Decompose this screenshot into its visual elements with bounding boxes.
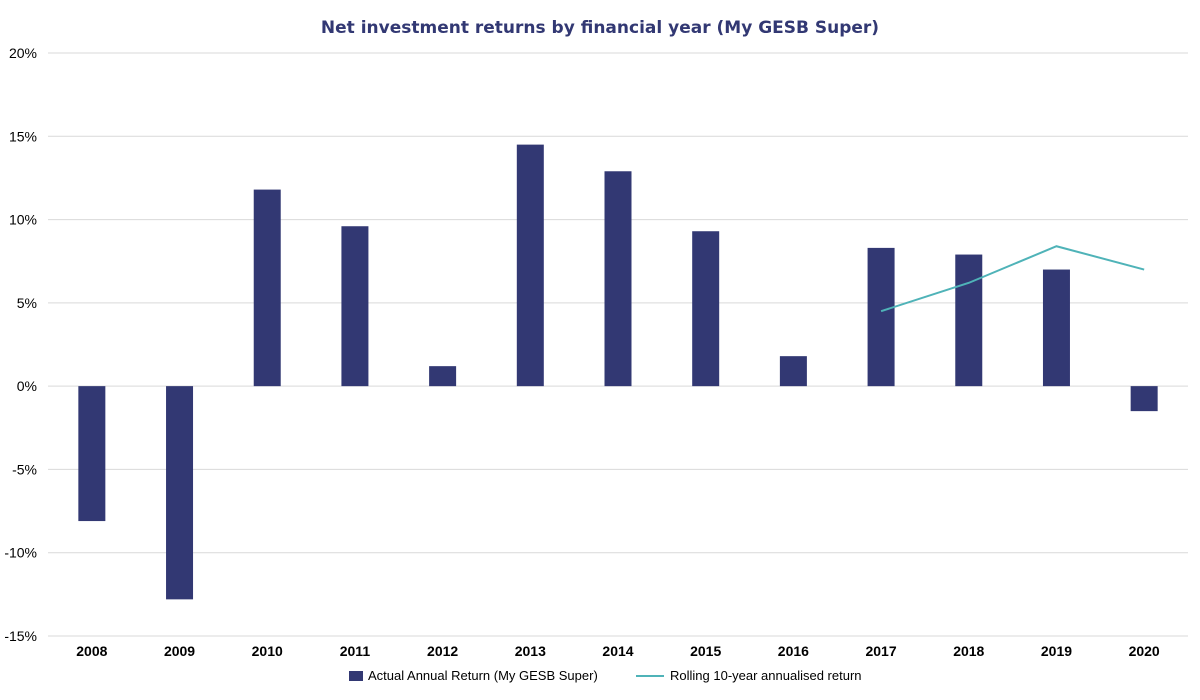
x-tick-label: 2018 <box>953 643 984 659</box>
y-tick-label: 10% <box>9 212 37 228</box>
x-tick-label: 2020 <box>1129 643 1160 659</box>
y-tick-label: 0% <box>17 378 37 394</box>
y-tick-label: -10% <box>4 545 37 561</box>
y-tick-label: 5% <box>17 295 37 311</box>
bar <box>78 386 106 522</box>
y-tick-label: 15% <box>9 128 37 144</box>
x-tick-label: 2014 <box>602 643 633 659</box>
x-tick-label: 2013 <box>515 643 546 659</box>
chart-title: Net investment returns by financial year… <box>320 18 880 38</box>
x-tick-label: 2009 <box>164 643 195 659</box>
bar <box>253 189 281 387</box>
legend-swatch-bar <box>349 671 363 681</box>
bar <box>779 356 807 387</box>
legend-label-line: Rolling 10-year annualised return <box>670 668 862 683</box>
x-tick-label: 2011 <box>340 643 371 659</box>
rolling-return-line <box>880 245 1145 313</box>
y-tick-label: -15% <box>4 628 37 644</box>
x-tick-label: 2008 <box>76 643 107 659</box>
bar <box>604 171 632 387</box>
bar <box>867 247 895 387</box>
bar <box>429 366 457 387</box>
legend-label-bar: Actual Annual Return (My GESB Super) <box>368 668 598 683</box>
x-tick-label: 2010 <box>252 643 283 659</box>
y-tick-label: 20% <box>9 45 37 61</box>
bar <box>166 386 194 600</box>
x-tick-label: 2012 <box>427 643 458 659</box>
bar <box>1042 269 1070 387</box>
y-tick-label: -5% <box>12 461 37 477</box>
x-tick-label: 2016 <box>778 643 809 659</box>
bar <box>516 144 544 387</box>
bar <box>1130 386 1158 412</box>
x-tick-label: 2015 <box>690 643 721 659</box>
bar <box>692 231 720 387</box>
bar <box>955 254 983 387</box>
bar <box>341 226 369 387</box>
x-tick-label: 2019 <box>1041 643 1072 659</box>
x-tick-label: 2017 <box>865 643 896 659</box>
